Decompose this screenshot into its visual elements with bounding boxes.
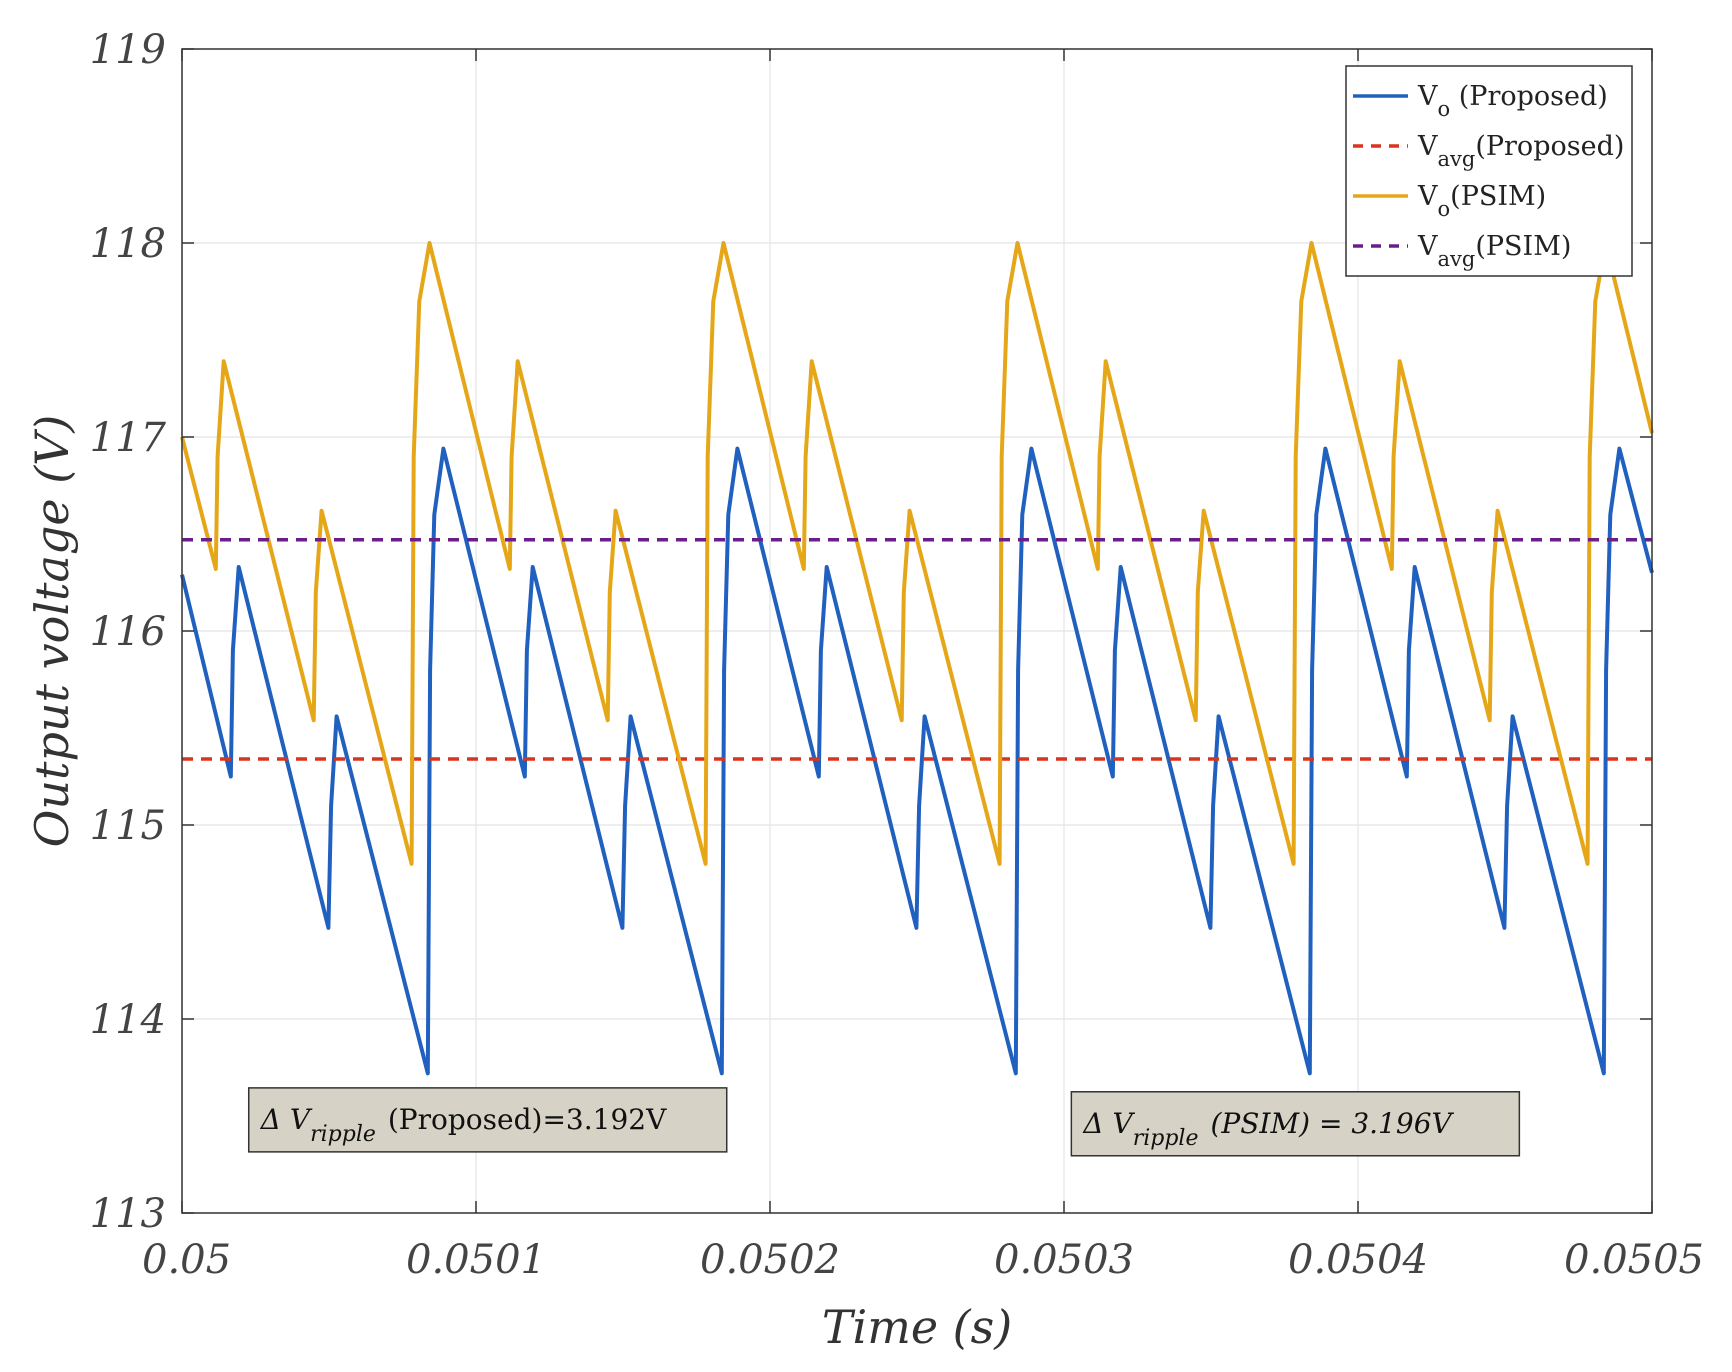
- x-tick-label: 0.0502: [700, 1237, 840, 1283]
- y-tick-label: 117: [90, 415, 167, 461]
- legend-box: [1345, 65, 1633, 277]
- legend-label: Vavg(Proposed): [1417, 131, 1624, 171]
- x-tick-label: 0.0504: [1288, 1237, 1428, 1283]
- legend: Vo (Proposed) Vavg(Proposed) Vo(PSIM) Vavg(…: [1345, 65, 1633, 277]
- series-line-vo-proposed: [180, 446, 1654, 1076]
- x-tick-label: 0.05: [142, 1237, 231, 1283]
- y-tick-label: 118: [90, 221, 166, 267]
- annotation-box: [1070, 1091, 1521, 1157]
- annotation-box: [247, 1087, 728, 1153]
- tick-marks: [181, 48, 1653, 1214]
- y-tick-label: 113: [90, 1191, 166, 1237]
- legend-label: Vo(PSIM): [1417, 181, 1546, 221]
- y-tick-label: 119: [90, 27, 166, 73]
- x-tick-label: 0.0503: [994, 1237, 1134, 1283]
- annotation-text: Δ Vripple (Proposed)=3.192V: [260, 1103, 667, 1147]
- series-layer: [180, 241, 1654, 1076]
- legend-label: Vavg(PSIM): [1417, 231, 1571, 271]
- annotations: Δ Vripple (Proposed)=3.192V Δ Vripple (PSIM…: [247, 1087, 1521, 1157]
- tick-labels: 0.05 0.0501 0.0502 0.0503 0.0504 0.0505 113 114…: [90, 27, 1704, 1283]
- y-axis-label: Output voltage (V): [25, 415, 79, 848]
- annotation-text: Δ Vripple (PSIM) = 3.196V: [1082, 1107, 1454, 1151]
- y-tick-label: 114: [90, 997, 166, 1043]
- legend-label: Vo (Proposed): [1417, 81, 1608, 121]
- series-line-vo-psim: [180, 241, 1654, 866]
- x-axis-label: Time (s): [822, 1300, 1012, 1354]
- x-tick-label: 0.0501: [406, 1237, 546, 1283]
- y-tick-label: 115: [90, 803, 166, 849]
- y-tick-label: 116: [90, 609, 166, 655]
- x-tick-label: 0.0505: [1564, 1237, 1704, 1283]
